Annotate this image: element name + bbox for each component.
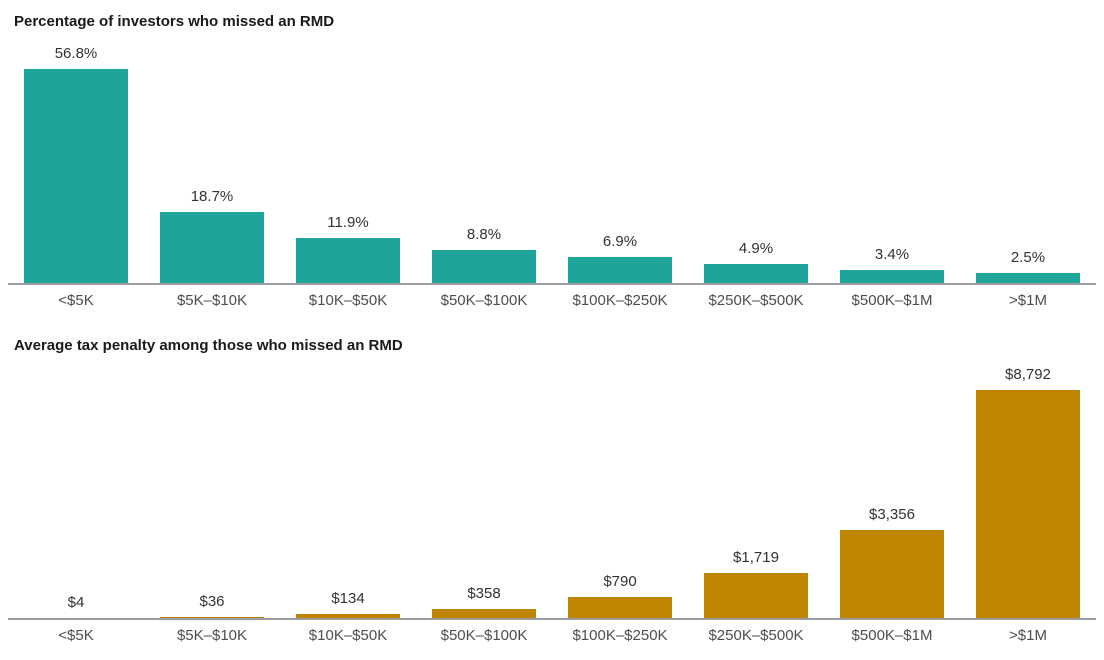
bar-column: $1,719 (688, 366, 824, 618)
bar-column: $8,792 (960, 366, 1096, 618)
bar-column: 18.7% (144, 45, 280, 283)
category-label: $250K–$500K (708, 292, 804, 309)
bar-column: $4 (8, 366, 144, 618)
category-label: $100K–$250K (572, 627, 668, 644)
bar (431, 250, 537, 283)
bar (431, 609, 537, 618)
bar-value-label: $8,792 (1005, 366, 1051, 383)
bar-value-label: $4 (67, 594, 85, 611)
bar-value-label: 4.9% (738, 240, 774, 257)
bar-value-label: $790 (603, 573, 637, 590)
bar (567, 257, 673, 283)
plot-area: $4 $36 $134 $358 $790 $1,719 $3,356 $8,792 (8, 366, 1096, 620)
bar-value-label: 18.7% (190, 188, 234, 205)
bar-column: 8.8% (416, 45, 552, 283)
bar-column: 11.9% (280, 45, 416, 283)
bar-value-label: $36 (199, 593, 225, 610)
chart-average-tax-penalty: Average tax penalty among those who miss… (0, 336, 1104, 645)
category-label: $500K–$1M (851, 627, 933, 644)
chart-title: Percentage of investors who missed an RM… (14, 13, 335, 30)
bar-value-label: $1,719 (733, 549, 779, 566)
bar-value-label: $134 (331, 590, 365, 607)
bar-column: 3.4% (824, 45, 960, 283)
bar-value-label: 56.8% (54, 45, 98, 62)
category-label: $5K–$10K (176, 627, 248, 644)
bar (567, 597, 673, 618)
bar-value-label: $3,356 (869, 506, 915, 523)
bar-column: $790 (552, 366, 688, 618)
bar (703, 264, 809, 283)
bar-value-label: 3.4% (874, 246, 910, 263)
bar (295, 614, 401, 618)
bar-column: $134 (280, 366, 416, 618)
bar (839, 530, 945, 618)
bar (975, 273, 1081, 283)
bar-value-label: 6.9% (602, 233, 638, 250)
bar-column: 4.9% (688, 45, 824, 283)
category-label: >$1M (1009, 292, 1047, 309)
bar-column: $358 (416, 366, 552, 618)
bar (23, 69, 129, 283)
bar-value-label: 8.8% (466, 226, 502, 243)
bar-column: $36 (144, 366, 280, 618)
category-label: $5K–$10K (176, 292, 248, 309)
bar-column: $3,356 (824, 366, 960, 618)
category-label: $10K–$50K (308, 292, 388, 309)
category-label: >$1M (1009, 627, 1047, 644)
chart-missed-rmd-percentage: Percentage of investors who missed an RM… (0, 0, 1104, 310)
bar-column: 56.8% (8, 45, 144, 283)
x-axis-labels: <$5K $5K–$10K $10K–$50K $50K–$100K $100K–$25… (8, 285, 1096, 310)
category-label: <$5K (58, 292, 94, 309)
category-label: $100K–$250K (572, 292, 668, 309)
bar (295, 238, 401, 283)
bar (159, 212, 265, 283)
category-label: $500K–$1M (851, 292, 933, 309)
bar-column: 6.9% (552, 45, 688, 283)
x-axis-labels: <$5K $5K–$10K $10K–$50K $50K–$100K $100K–$25… (8, 620, 1096, 645)
category-label: $250K–$500K (708, 627, 804, 644)
bar (975, 390, 1081, 618)
bar-value-label: 11.9% (327, 214, 369, 231)
bar (839, 270, 945, 283)
bar-value-label: $358 (467, 585, 501, 602)
bar-column: 2.5% (960, 45, 1096, 283)
category-label: $50K–$100K (440, 292, 528, 309)
bar (159, 617, 265, 618)
bar-value-label: 2.5% (1010, 249, 1046, 266)
category-label: <$5K (58, 627, 94, 644)
chart-title: Average tax penalty among those who miss… (14, 337, 403, 354)
plot-area: 56.8% 18.7% 11.9% 8.8% 6.9% 4.9% 3.4% 2.5% (8, 45, 1096, 285)
category-label: $10K–$50K (308, 627, 388, 644)
bar (703, 573, 809, 618)
category-label: $50K–$100K (440, 627, 528, 644)
